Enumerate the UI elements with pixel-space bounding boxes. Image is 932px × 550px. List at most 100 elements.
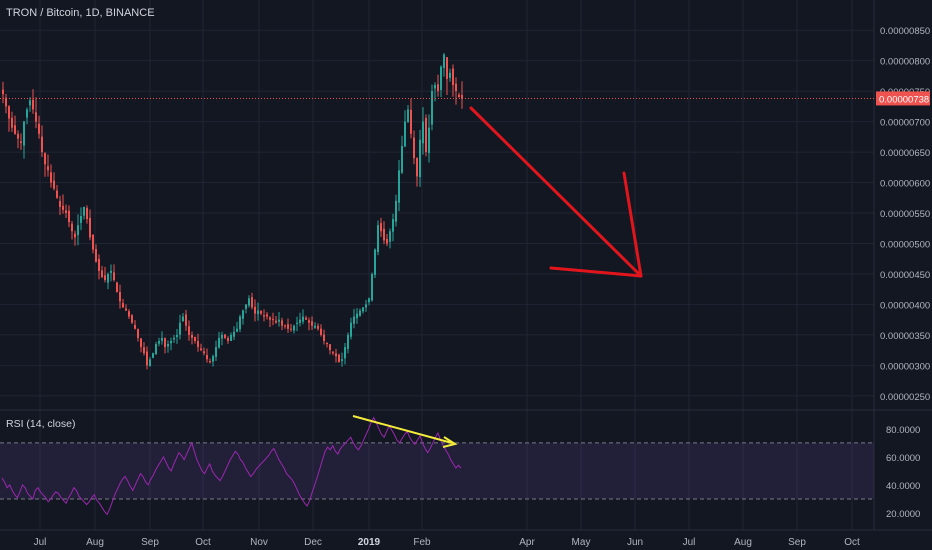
candle [302, 309, 304, 325]
candle [341, 352, 343, 367]
candle [311, 316, 313, 330]
candle [257, 302, 259, 321]
candle-body [431, 91, 433, 125]
candle [323, 329, 325, 345]
candle-body [329, 344, 331, 351]
candle [11, 111, 13, 132]
candle [89, 209, 91, 241]
candle [239, 314, 241, 333]
candle [23, 120, 25, 159]
candle [179, 314, 181, 340]
candle [122, 298, 124, 308]
candle [95, 244, 97, 263]
candle [65, 204, 67, 219]
candle [290, 323, 292, 332]
candle [281, 317, 283, 331]
candle-body [302, 316, 304, 322]
candle [230, 332, 232, 342]
candle [215, 340, 217, 361]
candle-body [35, 112, 37, 122]
candle-body [269, 317, 271, 320]
candle-body [68, 210, 70, 223]
candle [221, 331, 223, 346]
candle [35, 97, 37, 129]
candle [20, 133, 22, 150]
candle-body [230, 334, 232, 341]
candle-body [278, 319, 280, 322]
candle-body [116, 282, 118, 293]
candle [128, 309, 130, 319]
candle [269, 316, 271, 328]
candle [77, 214, 79, 246]
candle-body [242, 310, 244, 319]
candle [338, 353, 340, 363]
candle [47, 154, 49, 177]
candle [299, 312, 301, 327]
candle-body [44, 153, 46, 165]
candle-body [362, 307, 364, 312]
candle-body [356, 313, 358, 319]
candle-body [173, 337, 175, 340]
candle [263, 309, 265, 322]
candle-body [449, 72, 451, 78]
candle-body [233, 331, 235, 337]
candle-body [272, 319, 274, 321]
candle [200, 343, 202, 352]
candle-body [71, 223, 73, 232]
candle-body [80, 216, 82, 223]
time-tick-label: Aug [734, 537, 752, 548]
candle-body [2, 89, 4, 95]
yellow-arrow-drawing [352, 415, 458, 448]
candle-body [56, 190, 58, 198]
price-tick-label: 0.00000800 [880, 57, 930, 68]
price-tick-label: 0.00000550 [880, 209, 930, 220]
candle-body [326, 342, 328, 345]
candle [104, 266, 106, 283]
candle [425, 114, 427, 157]
candle [74, 230, 76, 246]
time-tick-label: Nov [250, 537, 268, 548]
candle [401, 135, 403, 174]
candle [446, 57, 448, 96]
candle-body [74, 233, 76, 238]
candle-body [149, 359, 151, 367]
candle-body [200, 348, 202, 351]
candle-body [458, 94, 460, 98]
rsi-tick-label: 20.0000 [886, 509, 920, 520]
candle [86, 205, 88, 224]
candle [29, 97, 31, 112]
candle-body [296, 322, 298, 324]
candle [113, 264, 115, 282]
candle [134, 320, 136, 330]
candle-body [446, 57, 448, 79]
rsi-line [1, 416, 462, 516]
candle-body [167, 344, 169, 347]
candle-body [401, 145, 403, 173]
candle [320, 324, 322, 337]
candle-body [182, 316, 184, 322]
candle-body [266, 314, 268, 317]
candle-body [317, 325, 319, 329]
candle [308, 317, 310, 331]
candle [404, 110, 406, 148]
price-tick-label: 0.00000250 [880, 392, 930, 403]
candle-body [395, 200, 397, 222]
candle [344, 343, 346, 365]
candle-body [62, 205, 64, 210]
candle-body [41, 136, 43, 153]
candle-body [341, 359, 343, 362]
candle [107, 272, 109, 290]
candle-body [416, 157, 418, 177]
price-tick-label: 0.00000400 [880, 300, 930, 311]
candle-body [371, 273, 373, 301]
candle [209, 358, 211, 364]
candle [146, 346, 148, 370]
candle [284, 324, 286, 329]
rsi-band [0, 442, 874, 499]
price-tick-label: 0.00000350 [880, 331, 930, 342]
candle-body [125, 308, 127, 311]
candle-body [353, 316, 355, 324]
candle-body [293, 325, 295, 331]
candle-body [107, 273, 109, 283]
